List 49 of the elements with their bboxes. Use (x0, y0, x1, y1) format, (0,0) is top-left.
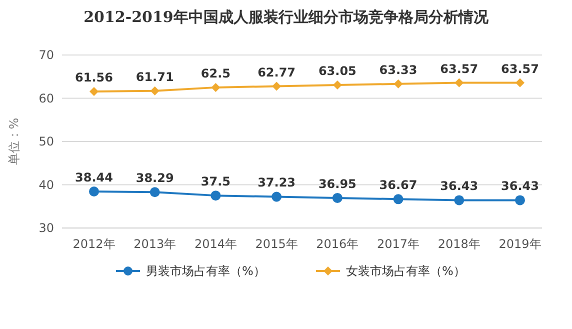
x-tick-label: 2014年 (194, 237, 237, 251)
x-tick-label: 2015年 (255, 237, 298, 251)
point (89, 186, 99, 196)
data-label: 63.05 (318, 64, 356, 78)
point (150, 187, 160, 198)
y-tick-label: 70 (38, 48, 54, 62)
point (90, 87, 98, 96)
point (515, 195, 525, 206)
data-label: 63.57 (501, 62, 539, 76)
y-tick-label: 40 (38, 178, 54, 192)
x-tick-label: 2017年 (377, 237, 420, 251)
data-label: 36.43 (440, 179, 478, 194)
point (394, 79, 403, 88)
x-tick-label: 2012年 (72, 237, 116, 251)
data-label: 61.71 (136, 70, 174, 84)
data-label: 62.5 (200, 66, 231, 80)
x-tick-label: 2019年 (498, 237, 542, 251)
point (210, 190, 221, 201)
data-label: 38.44 (75, 170, 113, 184)
x-tick-label: 2016年 (316, 237, 359, 251)
data-label: 36.67 (379, 178, 418, 192)
data-label: 61.56 (75, 70, 113, 85)
legend-label: 男装市场占有率（%） (146, 264, 266, 278)
legend-label: 女装市场占有率（%） (346, 264, 466, 278)
point (150, 86, 160, 96)
point (272, 82, 282, 91)
chart-title: 2012-2019年中国成人服装行业细分市场竞争格局分析情况 (84, 8, 490, 26)
y-tick-label: 60 (38, 91, 54, 106)
x-tick-label: 2018年 (438, 237, 480, 251)
data-label: 36.43 (501, 179, 539, 194)
y-tick-label: 30 (38, 221, 54, 236)
y-axis-title: 单位：% (7, 118, 21, 166)
data-label: 38.29 (136, 171, 174, 186)
point (454, 195, 464, 206)
data-label: 36.95 (318, 176, 356, 191)
data-label: 37.23 (258, 176, 296, 190)
point (211, 82, 220, 92)
point (332, 80, 342, 90)
point (454, 78, 464, 88)
point (393, 194, 404, 204)
x-tick-label: 2013年 (134, 237, 176, 251)
data-label: 62.77 (258, 65, 296, 80)
point (332, 192, 342, 203)
y-tick-label: 50 (38, 134, 54, 149)
data-label: 63.57 (440, 62, 478, 76)
point (516, 78, 524, 88)
point (272, 192, 282, 202)
data-label: 63.33 (379, 62, 418, 77)
data-label: 37.5 (200, 174, 231, 189)
